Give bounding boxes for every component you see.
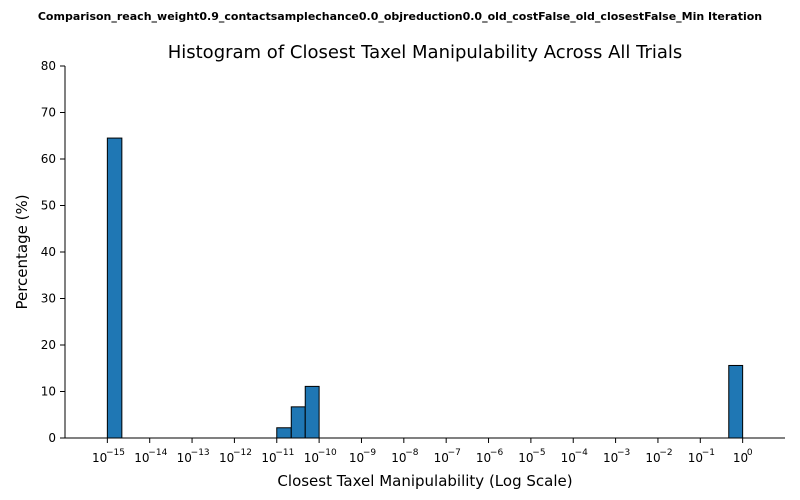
chart-title: Histogram of Closest Taxel Manipulabilit… [168, 42, 683, 63]
histogram-bar [276, 427, 292, 439]
x-tick-base: 10 [134, 451, 149, 465]
y-tick-label: 20 [41, 338, 56, 352]
x-tick-base: 10 [434, 451, 449, 465]
x-tick-exponent: −13 [191, 448, 210, 458]
x-tick-base: 10 [261, 451, 276, 465]
y-tick-label: 60 [41, 152, 56, 166]
x-tick-exponent: −7 [448, 448, 461, 458]
x-tick-base: 10 [92, 451, 107, 465]
x-tick-base: 10 [304, 451, 319, 465]
y-axis: 0 10 20 30 40 50 60 70 80 [41, 59, 66, 445]
y-tick-label: 10 [41, 385, 56, 399]
x-tick-exponent: −8 [405, 448, 419, 458]
histogram-bar [106, 137, 123, 439]
x-axis-label: Closest Taxel Manipulability (Log Scale) [277, 472, 572, 490]
histogram-bar [728, 364, 744, 439]
x-tick-exponent: −14 [148, 448, 167, 458]
x-tick-exponent: −11 [275, 448, 294, 458]
x-tick-base: 10 [561, 451, 576, 465]
x-tick-base: 10 [177, 451, 192, 465]
figure-suptitle: Comparison_reach_weight0.9_contactsample… [38, 10, 762, 23]
x-tick-exponent: −12 [233, 448, 252, 458]
x-tick-base: 10 [733, 451, 748, 465]
x-tick-base: 10 [518, 451, 533, 465]
y-tick-label: 40 [41, 245, 56, 259]
x-tick-exponent: 0 [747, 448, 753, 458]
x-tick-exponent: −2 [659, 448, 672, 458]
y-tick-label: 50 [41, 199, 56, 213]
x-tick-exponent: −3 [617, 448, 630, 458]
x-tick-base: 10 [219, 451, 234, 465]
x-tick-base: 10 [603, 451, 618, 465]
histogram-bar [304, 385, 320, 439]
bars-group [106, 137, 744, 439]
x-tick-base: 10 [645, 451, 660, 465]
x-tick-exponent: −6 [490, 448, 504, 458]
y-axis-label: Percentage (%) [13, 194, 31, 309]
x-tick-base: 10 [688, 451, 703, 465]
x-tick-exponent: −1 [702, 448, 715, 458]
x-tick-exponent: −4 [575, 448, 589, 458]
y-tick-label: 70 [41, 106, 56, 120]
x-tick-exponent: −15 [106, 448, 125, 458]
y-tick-label: 30 [41, 292, 56, 306]
x-tick-exponent: −10 [318, 448, 337, 458]
y-tick-label: 80 [41, 59, 56, 73]
x-tick-base: 10 [349, 451, 364, 465]
y-tick-label: 0 [48, 431, 56, 445]
x-tick-base: 10 [391, 451, 406, 465]
x-axis: 10−15 10−14 10−13 10−12 10−11 10−10 10−9 10−8 10… [65, 437, 785, 465]
histogram-bar [290, 406, 306, 439]
x-tick-base: 10 [476, 451, 491, 465]
x-tick-exponent: −9 [363, 448, 377, 458]
x-tick-exponent: −5 [532, 448, 545, 458]
